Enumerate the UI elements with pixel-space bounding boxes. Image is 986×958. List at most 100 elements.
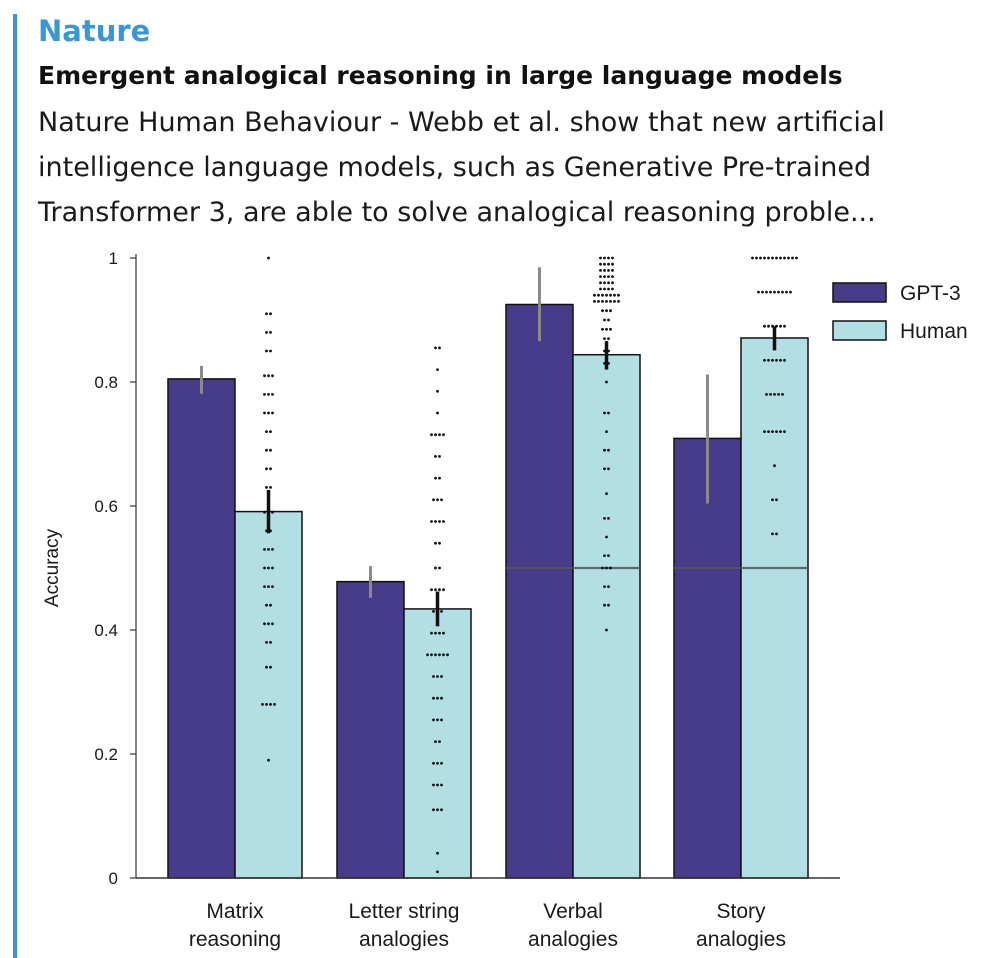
individual-score-dot xyxy=(436,368,439,371)
individual-score-dot xyxy=(611,269,614,272)
individual-score-dot xyxy=(789,290,792,294)
individual-score-dot xyxy=(265,312,268,316)
individual-score-dot xyxy=(267,548,270,551)
individual-score-dot xyxy=(269,641,272,644)
individual-score-dot xyxy=(265,641,268,644)
individual-score-dot xyxy=(442,433,445,437)
y-axis-label: Accuracy xyxy=(42,528,63,607)
individual-score-dot xyxy=(269,603,272,607)
individual-score-dot xyxy=(438,346,441,350)
individual-score-dot xyxy=(605,492,608,495)
individual-score-dot xyxy=(605,430,608,433)
individual-score-dot xyxy=(434,566,437,570)
individual-score-dot xyxy=(779,256,782,260)
individual-score-dot xyxy=(601,309,604,313)
individual-score-dot xyxy=(597,300,600,303)
individual-score-dot xyxy=(607,262,610,266)
individual-score-dot xyxy=(265,467,268,471)
individual-score-dot xyxy=(434,520,437,523)
source-label[interactable]: Nature xyxy=(38,14,151,48)
x-category-label-line: analogies xyxy=(528,928,618,951)
accuracy-bar-chart: 0 0.2 0.4 0.6 0.8 1 Accuracy Matrix reasoning Let… xyxy=(42,249,968,951)
individual-score-dot xyxy=(438,740,441,743)
individual-score-dot xyxy=(609,293,612,297)
individual-score-dot xyxy=(432,675,435,678)
individual-score-dot xyxy=(263,622,266,626)
individual-score-dot xyxy=(785,290,788,294)
individual-score-dot xyxy=(271,548,274,551)
individual-score-dot xyxy=(609,566,612,570)
individual-score-dot xyxy=(603,256,606,260)
individual-score-dot xyxy=(438,653,441,657)
individual-score-dot xyxy=(779,324,782,328)
article-title[interactable]: Emergent analogical reasoning in large l… xyxy=(38,61,843,90)
x-category-label-line: Matrix xyxy=(206,900,264,923)
individual-score-dot xyxy=(617,293,620,297)
individual-score-dot xyxy=(763,358,766,362)
legend-swatch xyxy=(832,282,887,303)
individual-score-dot xyxy=(426,653,429,657)
individual-score-dot xyxy=(273,703,276,706)
individual-score-dot xyxy=(263,585,266,588)
individual-score-dot xyxy=(263,548,266,551)
individual-score-dot xyxy=(771,498,774,502)
individual-score-dot xyxy=(442,520,445,523)
individual-score-dot xyxy=(607,603,610,607)
individual-score-dot xyxy=(271,411,274,415)
individual-score-dot xyxy=(436,389,439,393)
individual-score-dot xyxy=(265,603,268,607)
x-category-label-line: analogies xyxy=(696,928,786,951)
individual-score-dot xyxy=(605,628,608,632)
individual-score-dot xyxy=(434,541,437,545)
individual-score-dot xyxy=(603,603,606,607)
individual-score-dot xyxy=(605,535,608,539)
bar-gpt-3 xyxy=(167,378,236,879)
individual-score-dot xyxy=(442,588,445,592)
individual-score-dot xyxy=(269,703,272,706)
x-category-label: Verbal analogies xyxy=(528,900,618,951)
individual-score-dot xyxy=(601,327,604,331)
individual-score-dot xyxy=(607,448,610,452)
individual-score-dot xyxy=(613,300,616,303)
individual-score-dot xyxy=(601,293,604,297)
individual-score-dot xyxy=(432,783,435,787)
individual-score-dot xyxy=(593,300,596,303)
individual-score-dot xyxy=(436,411,439,415)
individual-score-dot xyxy=(605,327,608,331)
individual-score-dot xyxy=(436,696,439,700)
article-description: Nature Human Behaviour - Webb et al. sho… xyxy=(38,107,885,228)
individual-score-dot xyxy=(261,703,264,706)
individual-score-dot xyxy=(605,309,608,313)
individual-score-dot xyxy=(757,290,760,294)
individual-score-dot xyxy=(767,430,770,433)
x-category-label-line: analogies xyxy=(359,928,449,951)
individual-score-dot xyxy=(607,275,610,278)
individual-score-dot xyxy=(783,324,786,328)
individual-score-dot xyxy=(271,622,274,626)
individual-score-dot xyxy=(271,510,274,514)
individual-score-dot xyxy=(269,331,272,334)
y-tick-label: 1 xyxy=(109,249,118,268)
individual-score-dot xyxy=(763,324,766,328)
individual-score-dot xyxy=(432,498,435,502)
individual-score-dot xyxy=(603,337,606,340)
individual-score-dot xyxy=(775,532,778,536)
individual-score-dot xyxy=(436,675,439,678)
legend-label: GPT-3 xyxy=(900,282,961,305)
individual-score-dot xyxy=(432,718,435,722)
individual-score-dot xyxy=(603,287,606,291)
individual-score-dot xyxy=(436,870,439,874)
individual-score-dot xyxy=(436,718,439,722)
individual-score-dot xyxy=(613,293,616,297)
individual-score-dot xyxy=(438,588,441,592)
individual-score-dot xyxy=(440,718,443,722)
individual-score-dot xyxy=(430,433,433,437)
individual-score-dot xyxy=(593,293,596,297)
individual-score-dot xyxy=(440,696,443,700)
individual-score-dot xyxy=(605,300,608,303)
individual-score-dot xyxy=(603,517,606,520)
bar-human xyxy=(234,510,303,879)
individual-score-dot xyxy=(787,256,790,260)
individual-score-dot xyxy=(269,349,272,353)
individual-score-dot xyxy=(603,467,606,471)
